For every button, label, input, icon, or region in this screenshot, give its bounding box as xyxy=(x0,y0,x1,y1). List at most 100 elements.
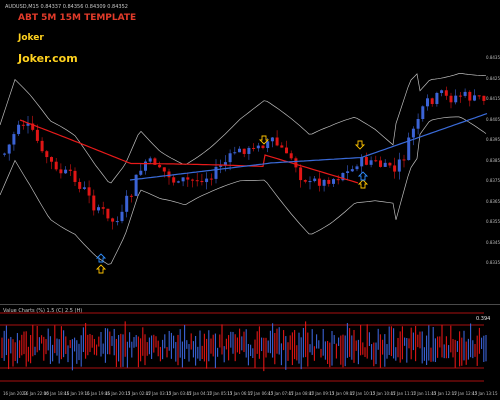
candle-body xyxy=(369,160,373,165)
candle-body xyxy=(200,180,204,183)
sell-arrow-icon xyxy=(258,135,270,145)
red-moving-average-line xyxy=(19,119,359,184)
candle-body xyxy=(407,137,411,161)
lower-band-line xyxy=(0,116,487,265)
candle-body xyxy=(106,208,110,219)
time-axis-label: 16 Jan 20:15 xyxy=(105,391,131,396)
time-axis-label: 17 Jan 05:15 xyxy=(207,391,233,396)
candle-body xyxy=(120,211,124,222)
candle-body xyxy=(468,91,472,101)
candle-body xyxy=(247,147,251,154)
time-axis-label: 17 Jan 09:15 xyxy=(309,391,335,396)
time-axis-label: 17 Jan 02:45 xyxy=(125,391,151,396)
candle-body xyxy=(336,179,340,181)
candle-body xyxy=(388,162,392,166)
price-axis-label: 0.8435 xyxy=(486,55,500,60)
candle-body xyxy=(153,158,157,165)
price-axis-label: 0.8395 xyxy=(486,137,500,142)
candle-body xyxy=(454,95,458,103)
time-axis-label: 16 Jan 19:15 xyxy=(64,391,90,396)
candle-body xyxy=(430,98,434,104)
candle-body xyxy=(332,179,335,184)
bollinger-bands xyxy=(0,73,487,265)
time-axis-label: 17 Jan 08:45 xyxy=(288,391,314,396)
moving-average-lines xyxy=(19,113,488,184)
oscillator-bars xyxy=(1,321,487,372)
candle-body xyxy=(172,177,176,183)
candle-body xyxy=(383,162,387,167)
time-axis-label: 16 Jan 2023 xyxy=(3,391,27,396)
candle-body xyxy=(129,195,133,197)
candle-body xyxy=(101,207,105,209)
candle-body xyxy=(35,129,39,141)
time-axis-label: 17 Jan 11:15 xyxy=(390,391,416,396)
candle-body xyxy=(59,169,63,174)
candlestick-series xyxy=(3,86,486,230)
candle-body xyxy=(125,195,129,212)
candle-body xyxy=(289,153,293,159)
candle-body xyxy=(17,124,21,135)
candle-body xyxy=(266,141,270,149)
time-axis-label: 17 Jan 11:45 xyxy=(411,391,437,396)
oscillator-current-value: 0.394 xyxy=(475,316,492,322)
site-name: Joker.com xyxy=(18,52,78,65)
candle-body xyxy=(449,95,453,103)
time-axis-label: 17 Jan 06:15 xyxy=(227,391,253,396)
candle-body xyxy=(270,137,274,142)
candle-body xyxy=(303,180,307,182)
candle-body xyxy=(209,178,213,180)
candle-body xyxy=(294,158,298,168)
candle-body xyxy=(186,177,190,180)
oscillator-panel[interactable] xyxy=(0,305,500,390)
candle-body xyxy=(78,181,82,189)
candle-body xyxy=(233,152,237,154)
candle-body xyxy=(97,207,100,211)
candle-body xyxy=(440,90,444,93)
candle-body xyxy=(327,179,331,184)
time-axis-label: 17 Jan 13:15 xyxy=(472,391,498,396)
candle-body xyxy=(195,180,199,182)
panel-divider xyxy=(0,304,500,305)
candle-body xyxy=(87,187,91,196)
candle-body xyxy=(463,91,467,96)
candle-body xyxy=(68,169,72,171)
candle-body xyxy=(374,160,378,162)
candle-body xyxy=(458,95,462,97)
time-axis-label: 17 Jan 03:45 xyxy=(166,391,192,396)
candle-body xyxy=(7,144,11,154)
price-chart-panel[interactable] xyxy=(0,0,500,303)
candle-body xyxy=(280,145,284,148)
candle-body xyxy=(435,92,439,104)
candle-body xyxy=(355,166,359,170)
candle-body xyxy=(341,173,345,181)
candle-body xyxy=(416,118,420,129)
candle-body xyxy=(350,169,354,172)
candle-body xyxy=(308,181,312,183)
candle-body xyxy=(134,174,138,196)
blue-moving-average-line xyxy=(129,113,488,181)
candle-body xyxy=(3,153,6,155)
candle-body xyxy=(31,123,35,130)
candle-body xyxy=(162,167,166,172)
price-axis-label: 0.8335 xyxy=(486,260,500,265)
candle-body xyxy=(40,140,44,152)
candle-body xyxy=(82,187,86,189)
time-axis-label: 17 Jan 12:45 xyxy=(451,391,478,396)
candle-body xyxy=(360,156,364,167)
candle-body xyxy=(228,153,232,163)
candle-body xyxy=(379,160,382,167)
time-axis-label: 16 Jan 19:45 xyxy=(84,391,110,396)
candle-body xyxy=(92,195,96,211)
buy-arrow-icon xyxy=(95,264,107,274)
candle-body xyxy=(219,165,223,167)
time-axis-label: 17 Jan 04:15 xyxy=(186,391,212,396)
candle-body xyxy=(444,90,448,96)
buy-arrow-icon xyxy=(95,253,107,263)
candle-body xyxy=(148,158,152,162)
time-axis-label: 16 Jan 22:00 xyxy=(23,391,49,396)
time-axis-label: 17 Jan 10:15 xyxy=(349,391,376,396)
candle-body xyxy=(205,178,209,183)
candle-body xyxy=(181,177,185,182)
oscillator-title: Value Charts (%) 1.5 (C) 2.5 (H) xyxy=(3,308,83,314)
